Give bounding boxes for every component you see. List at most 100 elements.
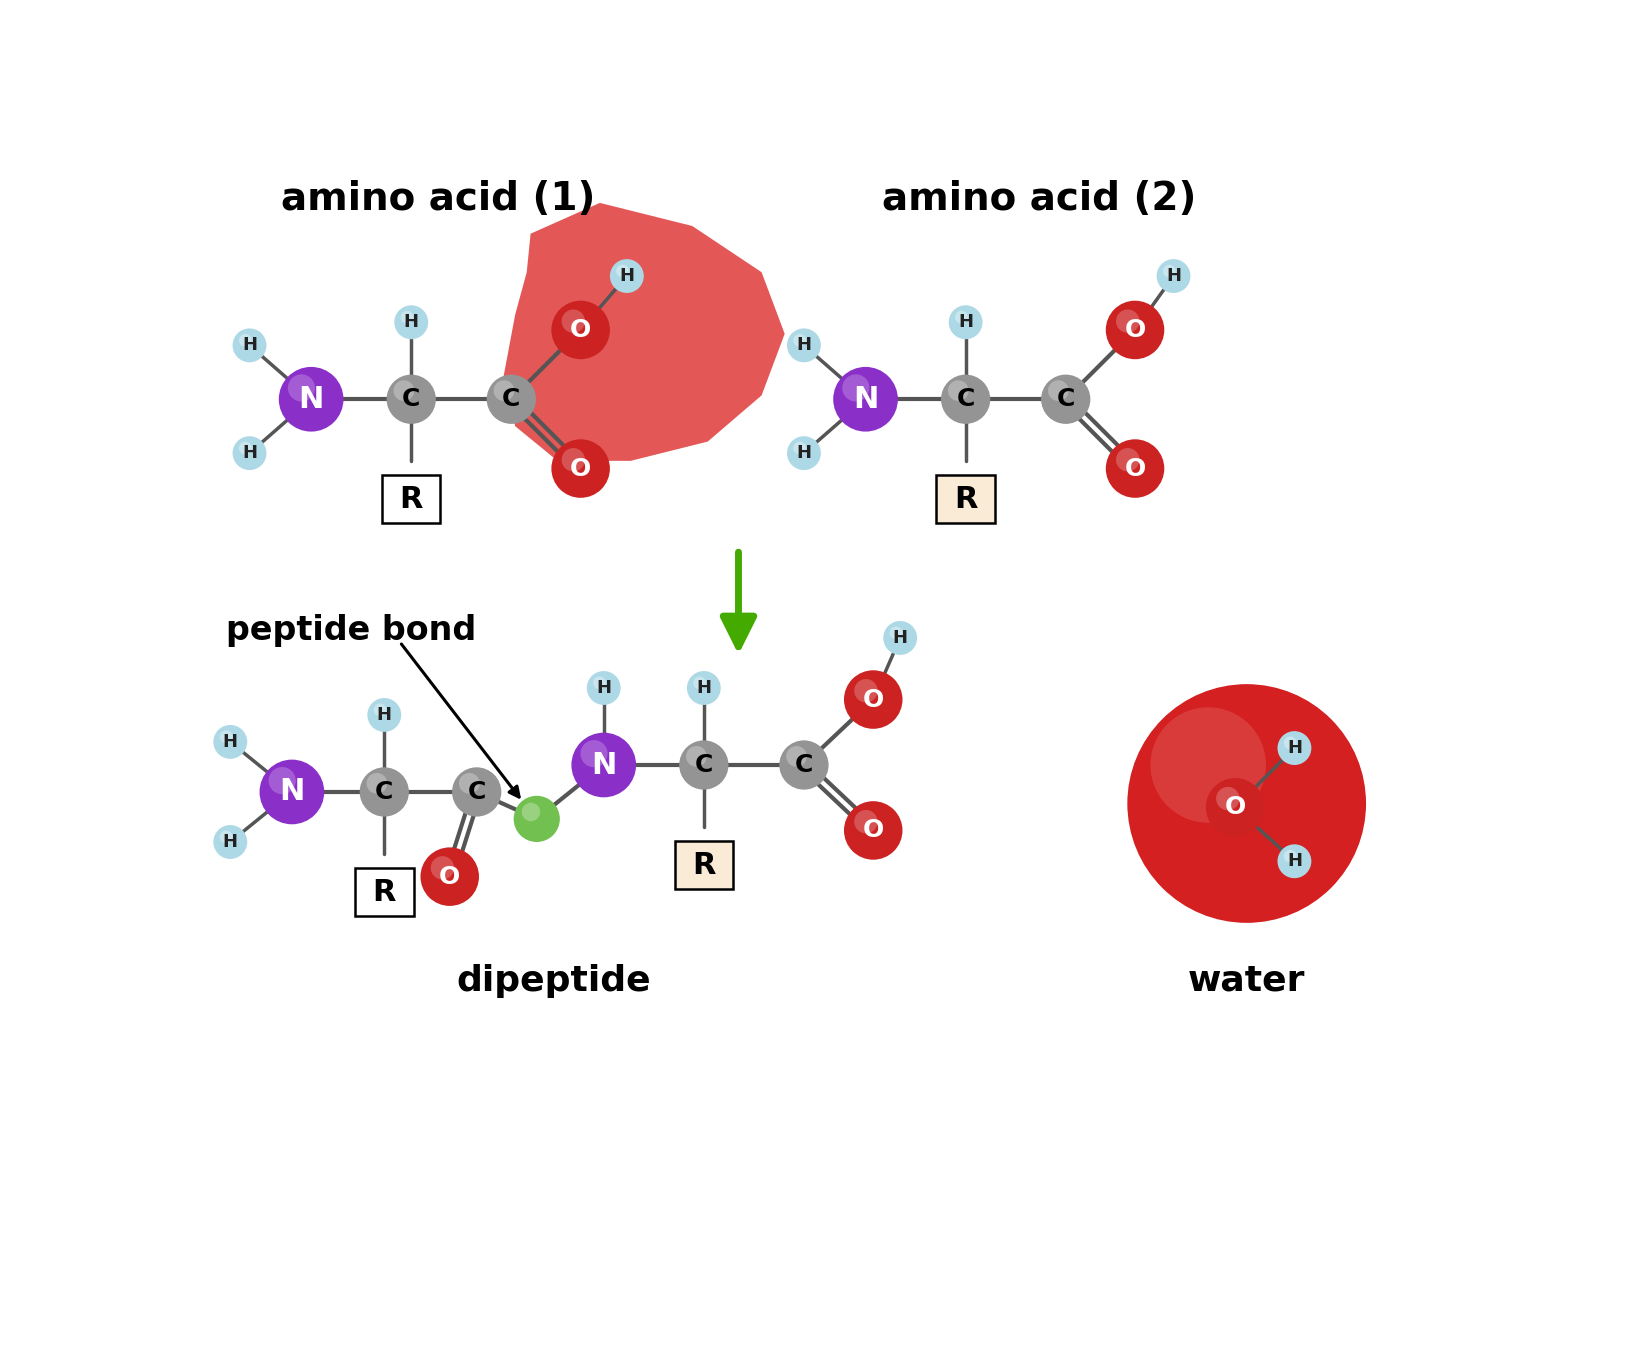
Text: O: O xyxy=(1124,456,1146,481)
Text: H: H xyxy=(892,629,908,647)
Circle shape xyxy=(843,801,902,860)
Circle shape xyxy=(514,796,561,843)
Circle shape xyxy=(686,747,707,767)
Circle shape xyxy=(1277,732,1311,764)
Circle shape xyxy=(374,703,387,717)
Circle shape xyxy=(842,374,869,401)
Circle shape xyxy=(551,440,609,497)
Text: C: C xyxy=(468,780,486,804)
Circle shape xyxy=(488,374,536,423)
Circle shape xyxy=(551,300,609,359)
Circle shape xyxy=(786,436,821,470)
Text: O: O xyxy=(570,456,592,481)
Circle shape xyxy=(855,810,878,833)
Text: C: C xyxy=(401,388,421,411)
Text: H: H xyxy=(596,680,611,697)
Text: H: H xyxy=(242,444,257,462)
Circle shape xyxy=(562,448,585,471)
Text: H: H xyxy=(223,833,237,851)
Circle shape xyxy=(609,259,644,293)
Circle shape xyxy=(232,329,266,362)
Text: H: H xyxy=(796,337,811,355)
Circle shape xyxy=(694,677,705,689)
Circle shape xyxy=(1105,440,1163,497)
FancyBboxPatch shape xyxy=(354,869,413,917)
Circle shape xyxy=(239,441,252,455)
Circle shape xyxy=(884,621,916,655)
Circle shape xyxy=(593,677,606,689)
Circle shape xyxy=(1150,707,1266,823)
Circle shape xyxy=(395,306,427,340)
Circle shape xyxy=(580,740,608,767)
Circle shape xyxy=(288,374,315,401)
Circle shape xyxy=(679,740,728,789)
Text: H: H xyxy=(1287,852,1302,870)
Circle shape xyxy=(421,848,479,906)
Circle shape xyxy=(494,381,514,401)
Circle shape xyxy=(260,759,325,825)
Circle shape xyxy=(367,773,387,793)
Text: R: R xyxy=(400,485,422,514)
Circle shape xyxy=(458,773,479,793)
Polygon shape xyxy=(504,203,785,460)
Circle shape xyxy=(1284,849,1297,863)
Text: N: N xyxy=(592,751,616,780)
Text: H: H xyxy=(242,337,257,355)
Text: H: H xyxy=(697,680,712,697)
FancyBboxPatch shape xyxy=(936,475,994,523)
Circle shape xyxy=(780,740,829,789)
Circle shape xyxy=(387,374,436,423)
Text: H: H xyxy=(1287,738,1302,758)
FancyBboxPatch shape xyxy=(674,841,733,889)
Text: C: C xyxy=(375,780,393,804)
Text: H: H xyxy=(796,444,811,462)
Text: H: H xyxy=(1167,267,1181,285)
Circle shape xyxy=(956,311,968,323)
Circle shape xyxy=(786,329,821,362)
Circle shape xyxy=(786,747,808,767)
Text: O: O xyxy=(1124,318,1146,342)
Circle shape xyxy=(393,381,414,401)
Circle shape xyxy=(855,680,878,703)
Circle shape xyxy=(949,306,983,340)
Text: H: H xyxy=(377,706,392,723)
Text: O: O xyxy=(1225,796,1246,819)
Circle shape xyxy=(572,733,635,797)
Text: C: C xyxy=(957,388,975,411)
Circle shape xyxy=(834,367,899,432)
Circle shape xyxy=(1206,778,1264,837)
Circle shape xyxy=(431,856,453,880)
Text: amino acid (1): amino acid (1) xyxy=(281,179,595,218)
Text: C: C xyxy=(1056,388,1074,411)
Text: H: H xyxy=(223,733,237,751)
Circle shape xyxy=(616,264,629,277)
Circle shape xyxy=(1105,300,1163,359)
Circle shape xyxy=(401,311,413,323)
Circle shape xyxy=(843,670,902,729)
Circle shape xyxy=(687,671,722,706)
Text: N: N xyxy=(853,385,878,414)
Circle shape xyxy=(522,803,540,821)
Text: C: C xyxy=(502,388,520,411)
Circle shape xyxy=(359,767,410,817)
Text: peptide bond: peptide bond xyxy=(226,614,476,647)
Text: R: R xyxy=(372,878,396,907)
Circle shape xyxy=(213,725,247,759)
Circle shape xyxy=(562,310,585,333)
Circle shape xyxy=(213,825,247,859)
Circle shape xyxy=(219,730,232,744)
Text: dipeptide: dipeptide xyxy=(457,963,652,997)
Text: R: R xyxy=(692,851,715,880)
Text: H: H xyxy=(619,267,634,285)
Circle shape xyxy=(1216,786,1240,810)
Text: H: H xyxy=(403,314,419,332)
Circle shape xyxy=(1116,310,1139,333)
Circle shape xyxy=(280,367,343,432)
Text: C: C xyxy=(795,754,812,777)
Circle shape xyxy=(793,334,806,347)
Circle shape xyxy=(1116,448,1139,471)
Text: O: O xyxy=(439,864,460,889)
Circle shape xyxy=(1128,684,1367,923)
Text: R: R xyxy=(954,485,977,514)
Text: O: O xyxy=(863,818,884,843)
